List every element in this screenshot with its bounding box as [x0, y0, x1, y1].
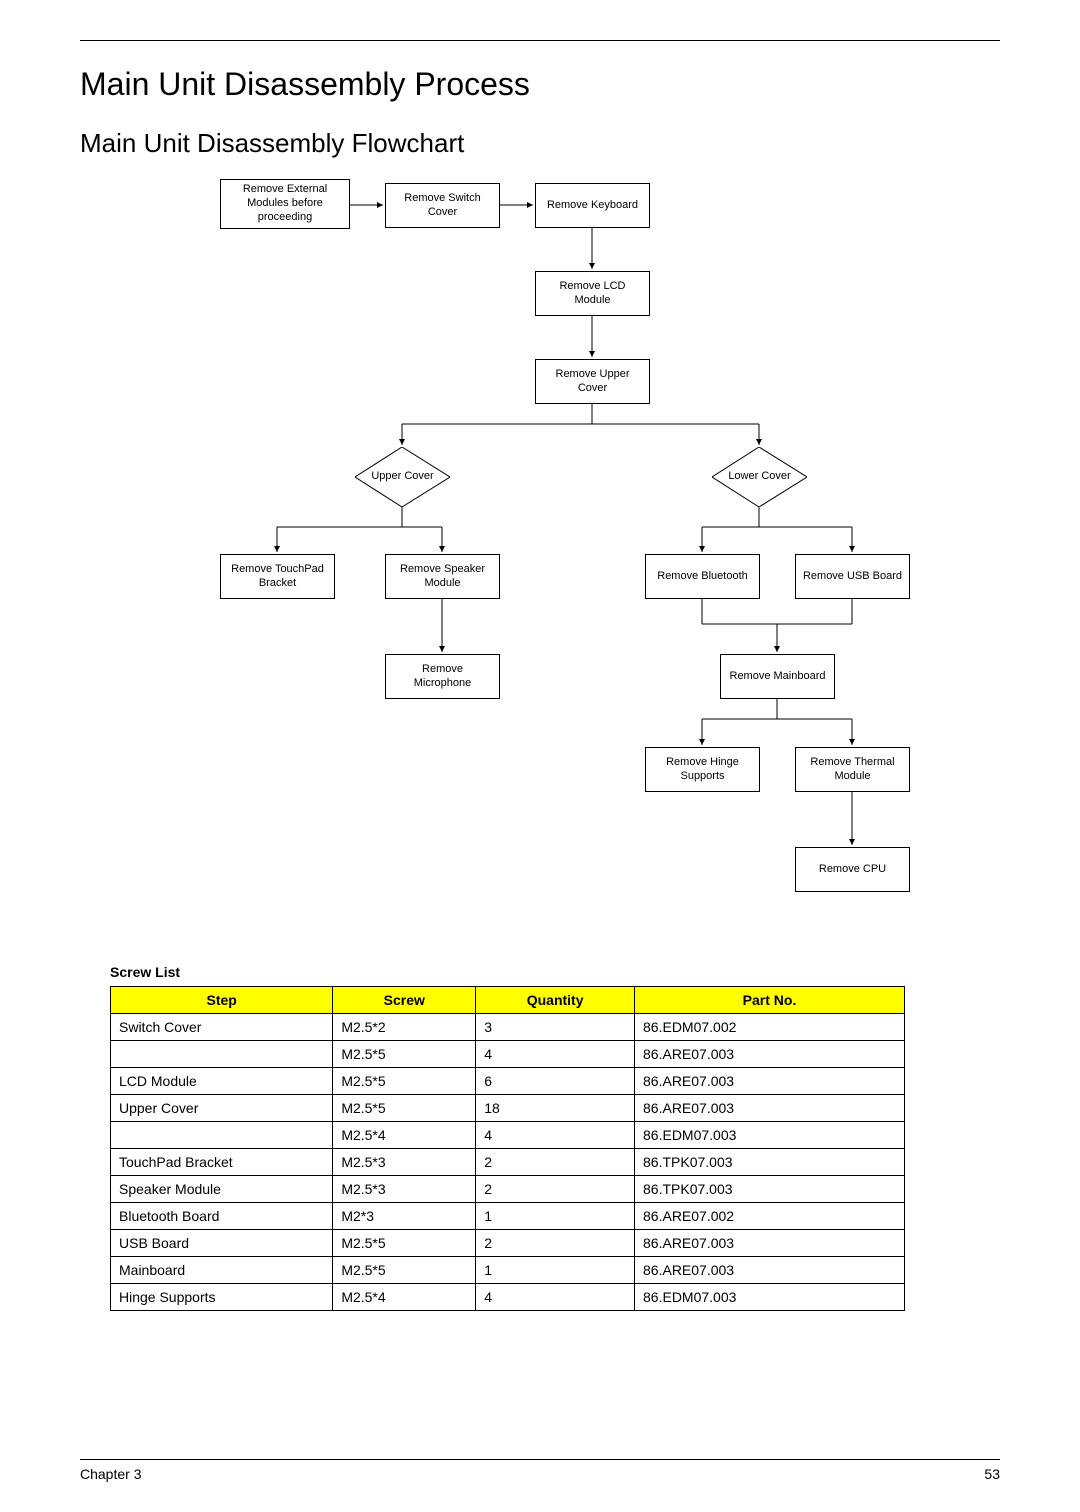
node-remove-cpu: Remove CPU: [795, 847, 910, 892]
flowchart: Remove External Modules before proceedin…: [130, 179, 950, 939]
table-cell: 6: [476, 1068, 635, 1095]
table-row: MainboardM2.5*5186.ARE07.003: [111, 1257, 905, 1284]
table-cell: 2: [476, 1230, 635, 1257]
table-cell: Switch Cover: [111, 1014, 333, 1041]
table-cell: M2*3: [333, 1203, 476, 1230]
screw-list-table: StepScrewQuantityPart No. Switch CoverM2…: [110, 986, 905, 1311]
node-remove-bluetooth: Remove Bluetooth: [645, 554, 760, 599]
table-row: USB BoardM2.5*5286.ARE07.003: [111, 1230, 905, 1257]
table-cell: 2: [476, 1149, 635, 1176]
table-row: M2.5*5486.ARE07.003: [111, 1041, 905, 1068]
table-cell: [111, 1122, 333, 1149]
table-cell: 86.ARE07.003: [635, 1041, 905, 1068]
table-header: Quantity: [476, 987, 635, 1014]
table-cell: M2.5*5: [333, 1068, 476, 1095]
table-cell: M2.5*5: [333, 1257, 476, 1284]
table-cell: Mainboard: [111, 1257, 333, 1284]
table-cell: M2.5*5: [333, 1041, 476, 1068]
table-row: Speaker ModuleM2.5*3286.TPK07.003: [111, 1176, 905, 1203]
table-cell: LCD Module: [111, 1068, 333, 1095]
node-remove-mainboard: Remove Mainboard: [720, 654, 835, 699]
page-footer: Chapter 3 53: [80, 1459, 1000, 1482]
table-cell: 3: [476, 1014, 635, 1041]
node-remove-thermal-module: Remove Thermal Module: [795, 747, 910, 792]
table-cell: 1: [476, 1203, 635, 1230]
table-cell: 86.ARE07.003: [635, 1068, 905, 1095]
decision-lower-cover: Lower Cover: [712, 447, 807, 507]
chapter-label: Chapter 3: [80, 1466, 141, 1482]
table-cell: M2.5*5: [333, 1095, 476, 1122]
table-cell: M2.5*2: [333, 1014, 476, 1041]
node-remove-microphone: Remove Microphone: [385, 654, 500, 699]
table-cell: 86.TPK07.003: [635, 1149, 905, 1176]
node-remove-upper-cover: Remove Upper Cover: [535, 359, 650, 404]
table-cell: M2.5*4: [333, 1122, 476, 1149]
table-cell: 4: [476, 1041, 635, 1068]
table-header: Screw: [333, 987, 476, 1014]
table-row: Bluetooth BoardM2*3186.ARE07.002: [111, 1203, 905, 1230]
table-row: Hinge SupportsM2.5*4486.EDM07.003: [111, 1284, 905, 1311]
top-rule: [80, 40, 1000, 41]
table-cell: M2.5*5: [333, 1230, 476, 1257]
table-header: Step: [111, 987, 333, 1014]
table-cell: Upper Cover: [111, 1095, 333, 1122]
table-cell: 86.EDM07.003: [635, 1284, 905, 1311]
page-subtitle: Main Unit Disassembly Flowchart: [80, 128, 1000, 159]
node-remove-usb-board: Remove USB Board: [795, 554, 910, 599]
table-cell: 86.TPK07.003: [635, 1176, 905, 1203]
table-cell: Bluetooth Board: [111, 1203, 333, 1230]
table-row: Switch CoverM2.5*2386.EDM07.002: [111, 1014, 905, 1041]
table-cell: 4: [476, 1122, 635, 1149]
table-cell: Hinge Supports: [111, 1284, 333, 1311]
page-number: 53: [984, 1466, 1000, 1482]
table-cell: 1: [476, 1257, 635, 1284]
table-cell: 86.EDM07.003: [635, 1122, 905, 1149]
node-remove-lcd-module: Remove LCD Module: [535, 271, 650, 316]
node-remove-speaker-module: Remove Speaker Module: [385, 554, 500, 599]
node-remove-touchpad-bracket: Remove TouchPad Bracket: [220, 554, 335, 599]
table-cell: USB Board: [111, 1230, 333, 1257]
table-cell: M2.5*4: [333, 1284, 476, 1311]
node-remove-external: Remove External Modules before proceedin…: [220, 179, 350, 229]
table-cell: 18: [476, 1095, 635, 1122]
node-remove-keyboard: Remove Keyboard: [535, 183, 650, 228]
node-remove-hinge-supports: Remove Hinge Supports: [645, 747, 760, 792]
screw-list-caption: Screw List: [110, 964, 1000, 980]
table-cell: 86.ARE07.003: [635, 1095, 905, 1122]
decision-upper-cover: Upper Cover: [355, 447, 450, 507]
table-row: M2.5*4486.EDM07.003: [111, 1122, 905, 1149]
node-remove-switch-cover: Remove Switch Cover: [385, 183, 500, 228]
table-cell: 86.ARE07.002: [635, 1203, 905, 1230]
table-cell: 2: [476, 1176, 635, 1203]
table-cell: 86.EDM07.002: [635, 1014, 905, 1041]
table-cell: M2.5*3: [333, 1149, 476, 1176]
table-header: Part No.: [635, 987, 905, 1014]
table-row: TouchPad BracketM2.5*3286.TPK07.003: [111, 1149, 905, 1176]
table-cell: 86.ARE07.003: [635, 1230, 905, 1257]
table-cell: 4: [476, 1284, 635, 1311]
table-row: LCD ModuleM2.5*5686.ARE07.003: [111, 1068, 905, 1095]
page-title: Main Unit Disassembly Process: [80, 66, 1000, 103]
table-cell: Speaker Module: [111, 1176, 333, 1203]
table-cell: [111, 1041, 333, 1068]
table-cell: M2.5*3: [333, 1176, 476, 1203]
table-cell: TouchPad Bracket: [111, 1149, 333, 1176]
table-cell: 86.ARE07.003: [635, 1257, 905, 1284]
table-row: Upper CoverM2.5*51886.ARE07.003: [111, 1095, 905, 1122]
